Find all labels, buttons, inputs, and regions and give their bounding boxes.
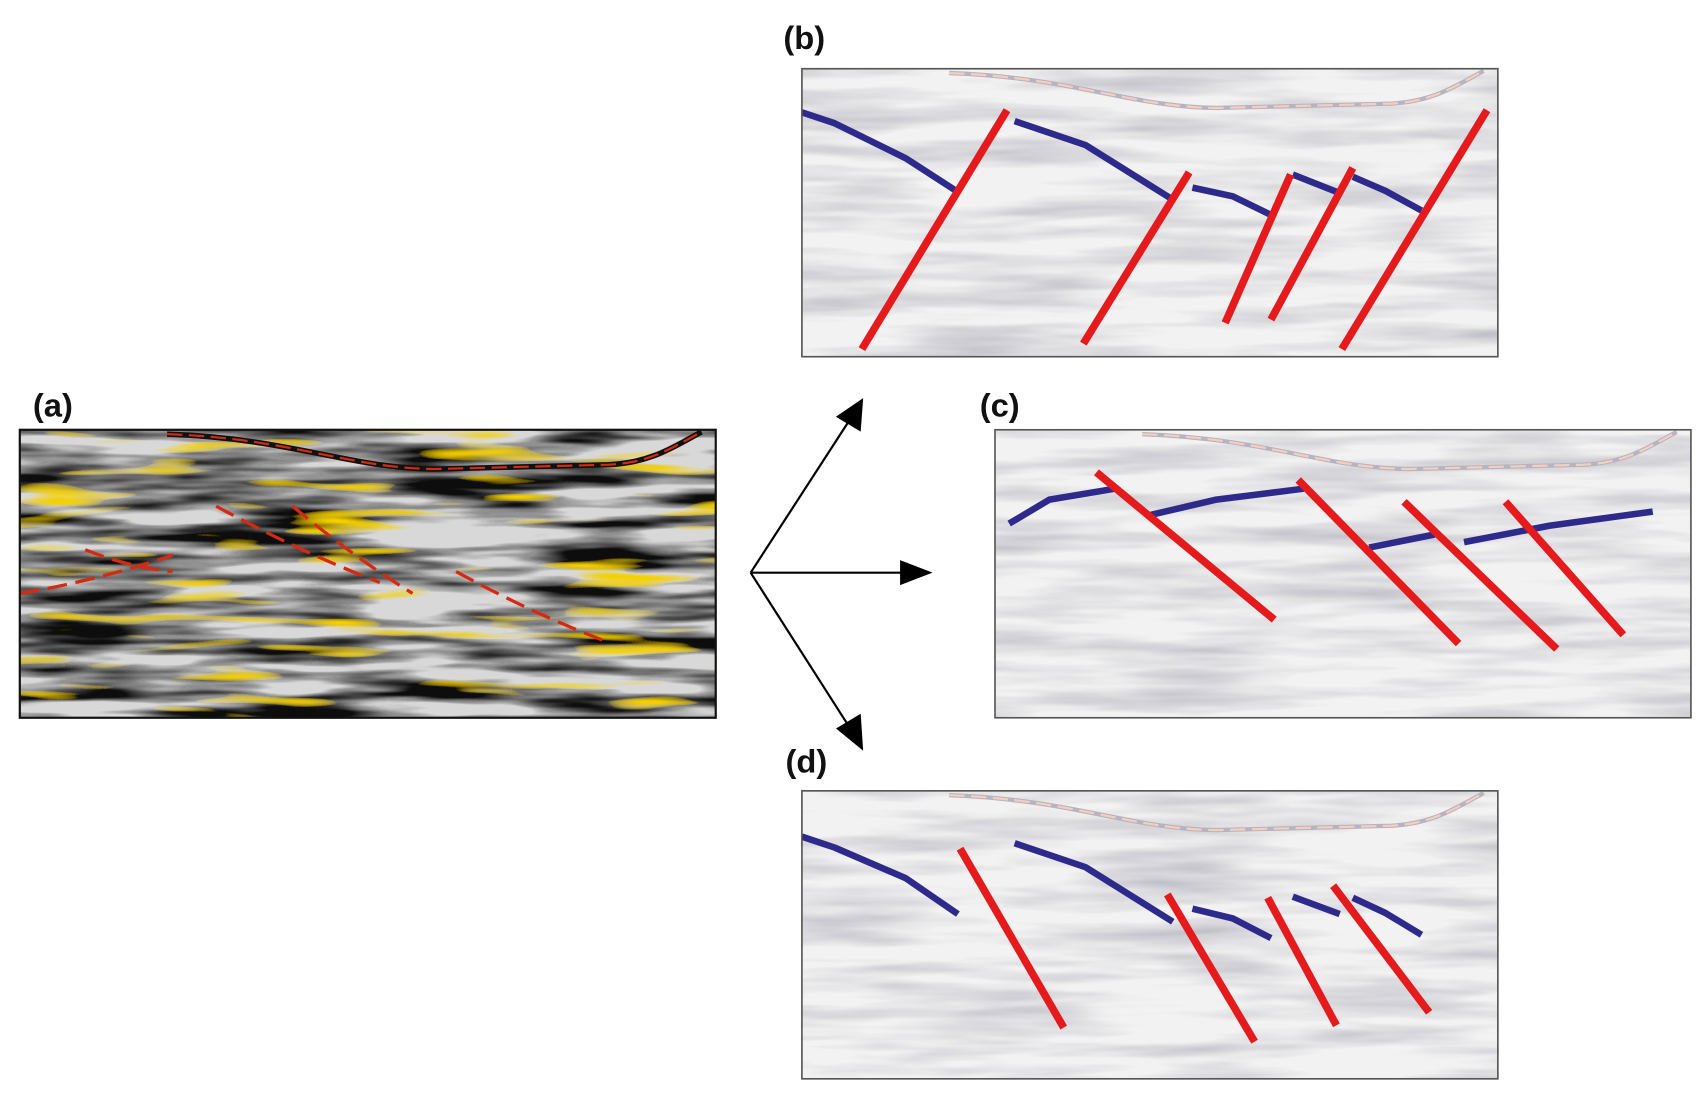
seismic-section-b: [801, 68, 1498, 357]
panel-label-b: (b): [783, 19, 825, 56]
seismic-section-d: [801, 790, 1498, 1079]
fault-line: [1264, 895, 1340, 1028]
fault-line: [1093, 469, 1277, 623]
fault-line: [1502, 499, 1627, 638]
panel-label-a: (a): [33, 387, 73, 424]
seafloor-reflector-peak: [949, 792, 1485, 832]
horizon-line: [1368, 531, 1436, 551]
arrow-to-d: [749, 572, 855, 734]
horizon-line: [1007, 485, 1116, 527]
panel-c: (c): [980, 387, 1692, 719]
fault-line: [1401, 499, 1560, 652]
horizon-line: [1291, 893, 1341, 918]
reflector: [455, 570, 610, 645]
panel-a: (a): [18, 387, 717, 719]
fault-line: [1267, 166, 1357, 322]
fault-line: [1221, 172, 1295, 325]
horizon-line: [1013, 840, 1175, 925]
horizon-line: [1150, 485, 1305, 519]
reflector: [19, 553, 174, 596]
panel-label-d: (d): [786, 742, 828, 779]
horizon-line: [1191, 184, 1273, 218]
horizon-line: [1351, 173, 1424, 214]
fault-line: [1330, 883, 1433, 1015]
seismic-section-c: [994, 429, 1691, 718]
horizon-line: [1463, 508, 1654, 546]
panel-label-c: (c): [980, 387, 1020, 424]
horizon-line: [1291, 171, 1341, 197]
horizon-line: [1191, 905, 1273, 942]
panel-border: [994, 428, 1692, 719]
seismic-section-a: [19, 429, 716, 718]
reflector: [215, 504, 381, 585]
arrowhead-d: [836, 713, 864, 751]
branch-arrows: [749, 398, 933, 751]
fault-line: [956, 846, 1068, 1030]
fault-line: [1080, 170, 1193, 346]
panel-border: [801, 67, 1499, 358]
arrowhead-b: [835, 398, 864, 432]
panel-b: (b): [783, 19, 1499, 358]
fault-line: [1295, 477, 1462, 647]
panel-border: [801, 790, 1499, 1080]
seafloor-reflector-peak: [1142, 430, 1678, 471]
reflector: [84, 548, 173, 574]
reflector: [291, 504, 414, 595]
horizon-line: [801, 833, 960, 917]
panel-border: [18, 428, 717, 719]
panel-d: (d): [786, 742, 1499, 1080]
arrow-to-b: [749, 413, 855, 574]
seafloor-reflector-peak: [949, 69, 1485, 110]
horizon-line: [801, 109, 960, 195]
horizon-line: [1351, 894, 1424, 938]
horizon-line: [1013, 117, 1175, 203]
arrowhead-c: [900, 560, 933, 586]
seafloor-reflector-peak: [167, 430, 703, 471]
fault-line: [1338, 108, 1491, 352]
fault-line: [1164, 892, 1258, 1044]
fault-line: [858, 108, 1011, 352]
